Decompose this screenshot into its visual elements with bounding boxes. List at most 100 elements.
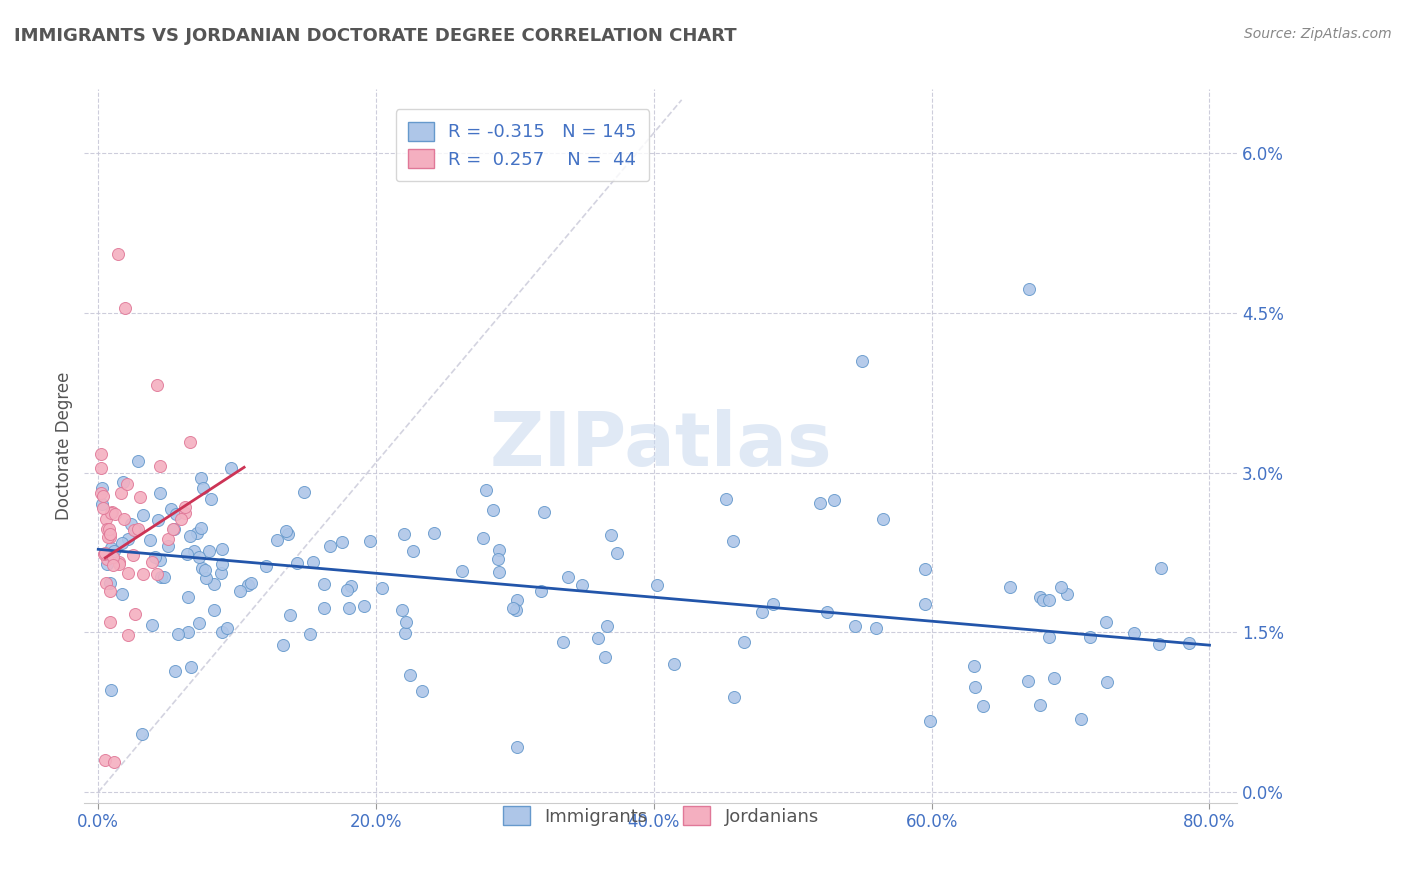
Text: IMMIGRANTS VS JORDANIAN DOCTORATE DEGREE CORRELATION CHART: IMMIGRANTS VS JORDANIAN DOCTORATE DEGREE… [14,27,737,45]
Point [299,627,322,641]
Point [195,571,218,585]
Point [173,500,195,514]
Point [475,483,498,497]
Point [330,534,353,549]
Point [312,601,335,615]
Point [359,533,381,548]
Point [451,564,474,578]
Point [716,491,738,506]
Point [844,619,866,633]
Point [301,556,323,570]
Point [1122,626,1144,640]
Point [100,682,122,697]
Point [761,597,783,611]
Point [217,621,239,635]
Point [733,634,755,648]
Point [114,301,136,315]
Point [395,615,418,629]
Point [132,508,155,523]
Point [506,593,529,607]
Point [965,680,987,694]
Point [122,523,145,537]
Point [1147,637,1170,651]
Point [530,583,553,598]
Legend: Immigrants, Jordanians: Immigrants, Jordanians [495,799,827,833]
Point [100,506,122,520]
Point [198,544,221,558]
Point [159,502,181,516]
Point [721,533,744,548]
Point [808,496,831,510]
Point [90,486,112,500]
Point [274,524,297,539]
Point [98,584,121,599]
Point [96,523,118,537]
Point [815,605,838,619]
Point [972,699,994,714]
Point [117,566,139,581]
Point [127,454,149,468]
Y-axis label: Doctorate Degree: Doctorate Degree [55,372,73,520]
Point [751,605,773,619]
Point [371,581,394,595]
Point [91,489,114,503]
Point [167,627,190,641]
Point [336,583,359,598]
Point [1049,580,1071,594]
Point [117,477,139,491]
Point [111,475,134,490]
Point [91,500,114,515]
Point [190,521,212,535]
Point [1038,631,1060,645]
Point [193,481,215,495]
Point [278,608,301,623]
Point [586,631,609,645]
Point [254,558,277,573]
Point [191,561,214,575]
Point [129,491,152,505]
Point [339,579,361,593]
Point [98,522,121,536]
Point [488,543,510,558]
Point [211,557,233,571]
Point [292,485,315,500]
Point [98,615,121,629]
Point [399,667,422,681]
Point [823,492,845,507]
Point [165,508,187,522]
Point [157,539,180,553]
Point [141,618,163,632]
Point [271,638,294,652]
Point [1029,698,1052,712]
Point [149,552,172,566]
Point [423,526,446,541]
Point [1178,636,1201,650]
Point [723,690,745,704]
Point [1029,591,1052,605]
Point [211,625,233,640]
Point [1038,592,1060,607]
Point [240,575,263,590]
Point [194,563,217,577]
Point [93,547,115,561]
Point [100,541,122,556]
Point [482,502,505,516]
Point [209,566,232,580]
Point [312,577,335,591]
Point [486,552,509,566]
Point [165,665,187,679]
Point [112,512,135,526]
Point [91,497,114,511]
Point [236,578,259,592]
Point [103,756,125,770]
Point [110,485,132,500]
Point [571,578,593,592]
Point [125,523,148,537]
Point [98,530,121,544]
Point [998,580,1021,594]
Point [266,533,288,547]
Point [176,624,198,639]
Point [145,378,167,392]
Point [132,567,155,582]
Point [353,599,375,614]
